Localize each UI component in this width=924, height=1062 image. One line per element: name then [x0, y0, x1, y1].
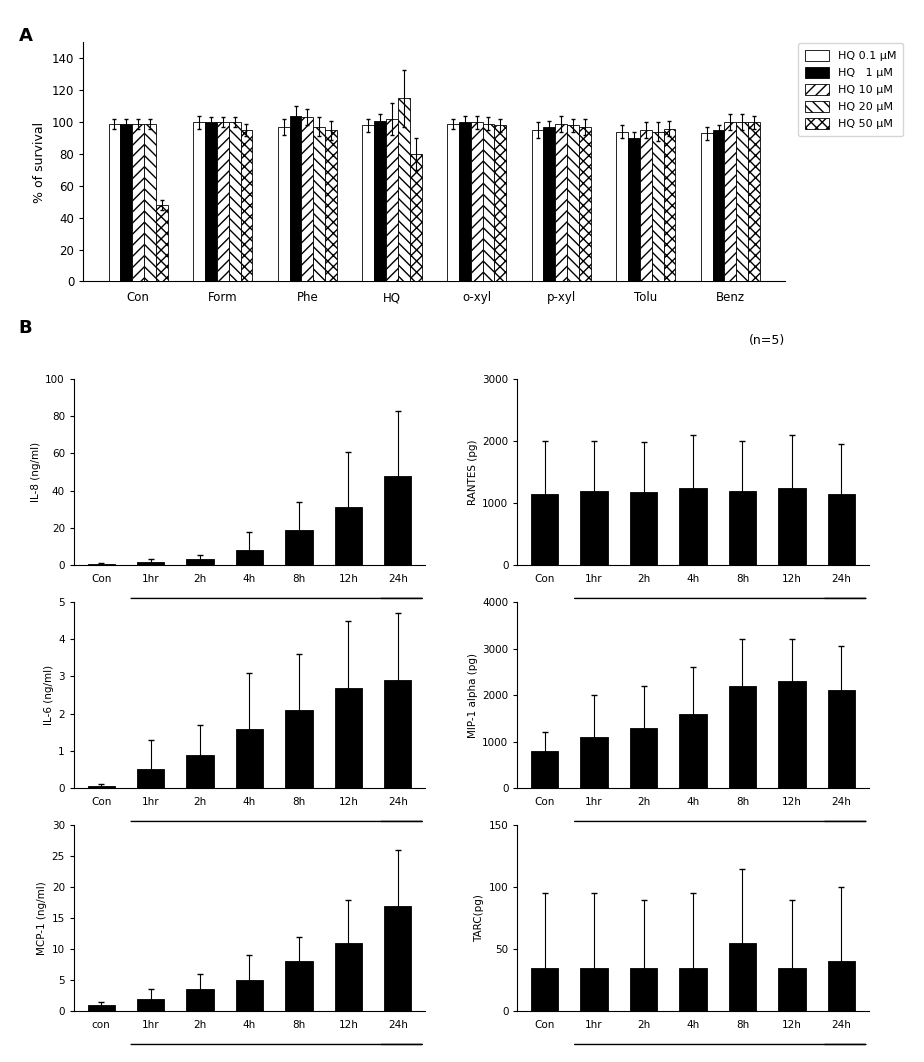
Text: A: A	[18, 27, 32, 45]
Bar	[679, 967, 707, 1011]
Bar	[663, 129, 675, 281]
Text: HQ 50μM (n=7): HQ 50μM (n=7)	[232, 620, 322, 631]
Bar	[531, 131, 543, 281]
Bar	[736, 122, 748, 281]
Bar	[531, 494, 558, 565]
Bar	[313, 127, 325, 281]
Y-axis label: TARC(pg): TARC(pg)	[475, 894, 484, 942]
Bar	[301, 118, 313, 281]
Y-axis label: RANTES (pg): RANTES (pg)	[468, 440, 478, 504]
Bar	[580, 967, 608, 1011]
Text: HQ 50μM (n=7): HQ 50μM (n=7)	[232, 843, 322, 854]
Bar	[630, 492, 657, 565]
Bar	[187, 990, 213, 1011]
Bar	[567, 125, 579, 281]
Bar	[187, 560, 213, 565]
Bar	[228, 122, 240, 281]
Bar	[640, 131, 651, 281]
Bar	[286, 530, 312, 565]
Bar	[384, 681, 411, 788]
Bar	[531, 967, 558, 1011]
Bar	[494, 125, 506, 281]
Bar	[137, 769, 164, 788]
Bar	[386, 119, 398, 281]
Bar	[700, 134, 712, 281]
Bar	[531, 751, 558, 788]
Bar	[828, 690, 855, 788]
Bar	[334, 688, 362, 788]
Bar	[579, 127, 590, 281]
Bar	[729, 943, 756, 1011]
Bar	[144, 124, 156, 281]
Bar	[286, 961, 312, 1011]
Text: (n=5): (n=5)	[749, 333, 785, 347]
Bar	[447, 124, 459, 281]
Bar	[543, 127, 555, 281]
Bar	[325, 131, 337, 281]
Bar	[137, 998, 164, 1011]
Bar	[482, 124, 494, 281]
Bar	[651, 132, 663, 281]
Bar	[137, 562, 164, 565]
Bar	[362, 125, 374, 281]
Bar	[729, 491, 756, 565]
Bar	[384, 906, 411, 1011]
Bar	[580, 491, 608, 565]
Y-axis label: IL-6 (ng/ml): IL-6 (ng/ml)	[44, 665, 55, 725]
Bar	[778, 681, 806, 788]
Text: B: B	[18, 319, 32, 337]
Bar	[470, 122, 482, 281]
Bar	[828, 961, 855, 1011]
Bar	[205, 122, 217, 281]
Bar	[187, 754, 213, 788]
Bar	[384, 476, 411, 565]
Bar	[729, 686, 756, 788]
Bar	[132, 124, 144, 281]
Text: HQ 50μM (n=7): HQ 50μM (n=7)	[675, 620, 765, 631]
Bar	[712, 131, 724, 281]
Bar	[236, 980, 263, 1011]
Bar	[108, 124, 120, 281]
Bar	[679, 487, 707, 565]
Bar	[778, 487, 806, 565]
Y-axis label: MCP-1 (ng/ml): MCP-1 (ng/ml)	[38, 881, 47, 955]
Bar	[778, 967, 806, 1011]
Bar	[120, 124, 132, 281]
Y-axis label: MIP-1 alpha (pg): MIP-1 alpha (pg)	[468, 652, 478, 738]
Bar	[278, 127, 289, 281]
Bar	[616, 132, 628, 281]
Bar	[217, 122, 228, 281]
Y-axis label: IL-8 (ng/ml): IL-8 (ng/ml)	[31, 442, 41, 502]
Bar	[236, 729, 263, 788]
Bar	[398, 99, 409, 281]
Text: HQ 50μM (n=7): HQ 50μM (n=7)	[675, 843, 765, 854]
Bar	[828, 494, 855, 565]
Bar	[459, 122, 470, 281]
Legend: HQ 0.1 μM, HQ   1 μM, HQ 10 μM, HQ 20 μM, HQ 50 μM: HQ 0.1 μM, HQ 1 μM, HQ 10 μM, HQ 20 μM, …	[798, 44, 903, 136]
Bar	[409, 154, 421, 281]
Bar	[240, 131, 252, 281]
Bar	[555, 124, 567, 281]
Bar	[286, 710, 312, 788]
Bar	[628, 138, 640, 281]
Bar	[630, 967, 657, 1011]
Bar	[374, 121, 386, 281]
Y-axis label: % of survival: % of survival	[33, 121, 46, 203]
Bar	[88, 786, 115, 788]
Bar	[88, 1005, 115, 1011]
Bar	[748, 122, 760, 281]
Bar	[580, 737, 608, 788]
Bar	[334, 943, 362, 1011]
Bar	[289, 116, 301, 281]
Bar	[724, 122, 736, 281]
Bar	[193, 122, 205, 281]
Bar	[156, 205, 168, 281]
Bar	[630, 727, 657, 788]
Bar	[236, 550, 263, 565]
Bar	[679, 714, 707, 788]
Bar	[334, 508, 362, 565]
